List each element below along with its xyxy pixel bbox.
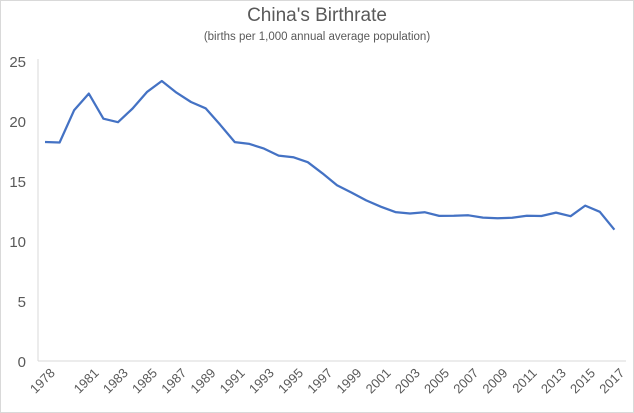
chart-subtitle: (births per 1,000 annual average populat… — [203, 31, 431, 43]
x-tick-label: 2017 — [596, 365, 627, 396]
x-tick-label: 2007 — [450, 365, 481, 396]
x-tick-label: 2009 — [479, 365, 510, 396]
y-tick-label: 0 — [18, 354, 26, 371]
x-tick-label: 1991 — [217, 365, 248, 396]
series-line — [44, 79, 616, 231]
chart-title: China's Birthrate — [247, 5, 387, 26]
x-tick-label: 2011 — [509, 365, 539, 395]
x-tick-label: 1993 — [246, 365, 277, 396]
x-tick-label: 1995 — [275, 365, 306, 396]
x-tick-label: 1999 — [333, 365, 364, 396]
x-tick-label: 1997 — [304, 365, 335, 396]
x-tick-label: 1983 — [100, 365, 131, 396]
x-tick-label: 1978 — [27, 365, 58, 396]
y-tick-label: 5 — [18, 294, 26, 311]
x-tick-label: 2013 — [538, 365, 569, 396]
x-tick-label: 2005 — [421, 365, 452, 396]
y-tick-label: 10 — [9, 234, 26, 251]
y-tick-label: 20 — [9, 114, 26, 131]
x-tick-label: 2015 — [567, 365, 598, 396]
x-tick-label: 2003 — [392, 365, 423, 396]
x-tick-label: 2001 — [363, 365, 394, 396]
y-tick-label: 15 — [9, 174, 26, 191]
x-tick-label: 1987 — [158, 365, 189, 396]
x-tick-label: 1981 — [71, 365, 102, 396]
y-tick-label: 25 — [9, 54, 26, 71]
x-tick-label: 1985 — [129, 365, 160, 396]
x-tick-label: 1989 — [187, 365, 218, 396]
